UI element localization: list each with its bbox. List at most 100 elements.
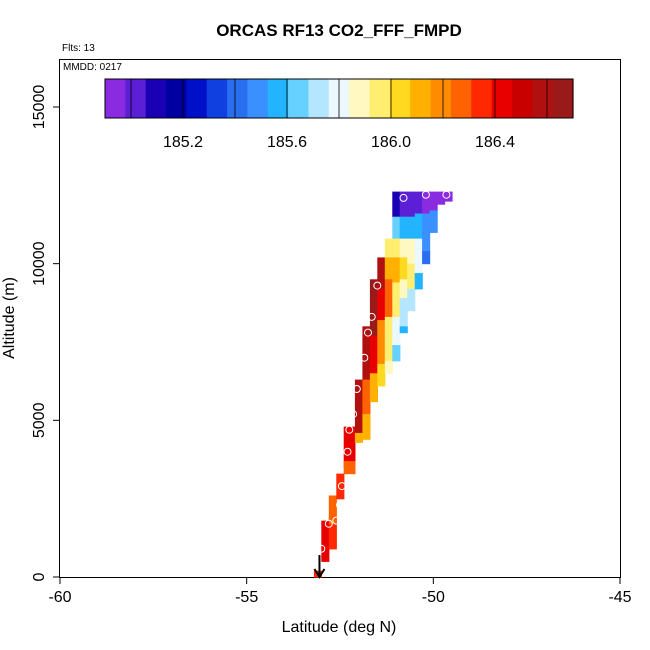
data-cell <box>407 191 416 218</box>
sample-point <box>349 410 358 419</box>
x-axis-label: Latitude (deg N) <box>282 619 397 636</box>
colorbar-segment <box>430 79 452 118</box>
sample-point <box>324 519 333 528</box>
colorbar-segment <box>552 79 574 118</box>
data-cell <box>414 238 423 274</box>
arrow-head <box>313 568 326 579</box>
colorbar-segment <box>471 79 493 118</box>
data-cell <box>336 473 345 500</box>
data-cell <box>414 213 423 240</box>
x-tick-label: -55 <box>235 589 258 606</box>
data-cell <box>369 373 378 403</box>
y-axis: 0 5000 10000 15000 <box>31 85 60 581</box>
flights-annotation: Flts: 13 <box>62 43 95 54</box>
colorbar-segment <box>450 79 472 118</box>
data-cell <box>422 191 431 215</box>
data-cell <box>384 316 393 362</box>
data-cell <box>437 191 446 205</box>
data-cell <box>392 216 401 240</box>
data-cell <box>407 288 416 312</box>
colorbar-segment <box>410 79 432 118</box>
colorbar-tick-label: 185.6 <box>267 134 307 151</box>
colorbar-segment <box>186 79 208 118</box>
x-tick-label: -60 <box>48 589 71 606</box>
data-cell <box>399 216 408 240</box>
y-tick-label: 15000 <box>31 85 48 130</box>
colorbar-segment <box>491 79 513 118</box>
mmdd-annotation: MMDD: 0217 <box>63 62 122 73</box>
colorbar-segment <box>145 79 167 118</box>
sample-point <box>373 281 382 290</box>
sample-point <box>364 328 372 337</box>
data-cell <box>444 191 453 202</box>
data-cell <box>399 257 408 280</box>
colorbar-segment <box>166 79 187 118</box>
chart-title: ORCAS RF13 CO2_FFF_FMPD <box>216 21 462 40</box>
sample-point <box>399 193 408 202</box>
data-cell <box>414 191 423 215</box>
colorbar-segment <box>206 79 228 118</box>
colorbar-frame <box>104 78 574 119</box>
data-cell <box>422 251 431 265</box>
colorbar-segment <box>125 79 147 118</box>
y-tick-label: 0 <box>31 572 48 581</box>
data-cell <box>354 379 363 434</box>
data-cell <box>384 279 393 318</box>
colorbar-segment <box>512 79 533 118</box>
data-cell <box>321 520 330 562</box>
colorbar-segment <box>532 79 554 118</box>
colorbar-segment <box>308 79 330 118</box>
colorbar-segment <box>105 79 126 118</box>
colorbar-segment <box>267 79 289 118</box>
sample-point <box>343 447 352 456</box>
data-cell <box>399 191 408 218</box>
data-cell <box>399 326 408 334</box>
data-cell <box>407 263 416 290</box>
sample-point <box>360 353 369 362</box>
colorbar-segment <box>288 79 309 118</box>
data-cell <box>399 298 408 327</box>
data-cell <box>422 213 431 252</box>
data-cell <box>392 316 401 346</box>
sample-point <box>336 500 344 509</box>
data-cell <box>392 238 401 258</box>
sample-points <box>317 190 451 553</box>
sample-point <box>421 190 430 199</box>
data-cell <box>392 191 401 218</box>
x-tick-label: -45 <box>608 589 631 606</box>
data-cells <box>313 191 453 578</box>
data-cell <box>407 216 416 240</box>
data-cell <box>392 282 401 318</box>
sample-point <box>442 190 451 199</box>
sample-point <box>345 425 354 434</box>
data-cell <box>384 238 393 258</box>
colorbar: 185.2 185.6 186.0 186.4 <box>104 78 574 151</box>
sample-point <box>317 544 326 553</box>
data-cell <box>343 461 356 475</box>
data-cell <box>369 335 378 374</box>
data-cell <box>362 379 371 415</box>
plot-frame <box>59 59 621 578</box>
data-cell <box>392 257 401 284</box>
data-cell <box>407 238 416 265</box>
colorbar-tick-label: 186.4 <box>475 134 515 151</box>
data-cell <box>377 320 386 365</box>
data-cell <box>354 432 363 443</box>
data-cell <box>328 495 337 525</box>
data-cell <box>362 414 371 440</box>
sample-point <box>352 385 361 393</box>
takeoff-arrow <box>313 555 326 579</box>
data-cell <box>429 191 438 211</box>
colorbar-segment <box>349 79 371 118</box>
data-cell <box>343 426 356 468</box>
y-axis-label: Altitude (m) <box>1 277 18 359</box>
data-cell <box>377 288 386 321</box>
data-cell <box>362 326 371 381</box>
data-cell <box>328 517 337 550</box>
data-cell <box>392 345 401 362</box>
data-cell <box>384 360 393 374</box>
y-tick-label: 10000 <box>31 241 48 286</box>
data-cell <box>399 238 408 258</box>
data-cell <box>377 363 386 387</box>
